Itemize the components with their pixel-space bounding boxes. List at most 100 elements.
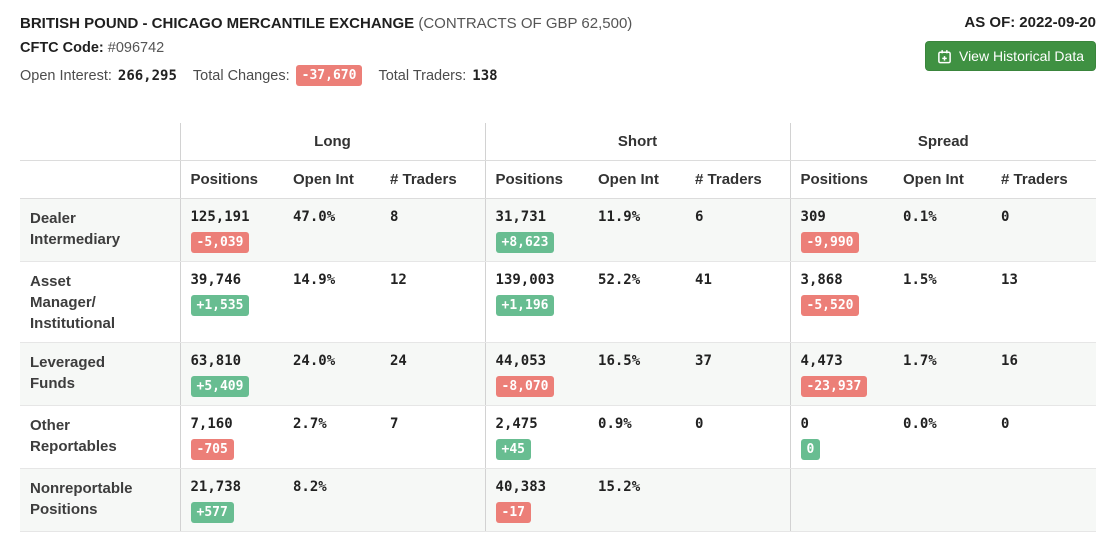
change-badge: -5,039 xyxy=(190,232,250,253)
total-traders-stat: Total Traders: 138 xyxy=(378,68,497,84)
change-badge: -5,520 xyxy=(800,295,860,316)
long-positions-cell: 7,160 -705 xyxy=(179,405,283,469)
table-row-leveraged-funds: Leveraged Funds 63,810 +5,409 24.0% 24 4… xyxy=(20,342,1097,406)
as-of-label: AS OF: xyxy=(964,14,1016,31)
long-traders-cell: 8 xyxy=(380,198,486,262)
open-interest-value: 266,295 xyxy=(117,67,177,84)
total-traders-value: 138 xyxy=(472,67,498,84)
table-row-dealer-intermediary: Dealer Intermediary 125,191 -5,039 47.0%… xyxy=(20,198,1097,262)
change-badge: +8,623 xyxy=(495,232,555,253)
long-positions-cell: 125,191 -5,039 xyxy=(179,198,283,262)
trader-category-label: Leveraged Funds xyxy=(20,342,180,406)
short-open-int-header: Open Int xyxy=(588,160,686,199)
change-badge: +45 xyxy=(495,439,531,460)
short-traders-cell: 41 xyxy=(685,261,791,343)
table-row-asset-manager: Asset Manager/ Institutional 39,746 +1,5… xyxy=(20,261,1097,343)
short-open-int-cell: 16.5% xyxy=(588,342,686,406)
change-badge: 0 xyxy=(800,439,821,460)
short-positions-cell: 139,003 +1,196 xyxy=(484,261,589,343)
spread-traders-cell: 0 xyxy=(991,198,1097,262)
spread-positions-cell: 3,868 -5,520 xyxy=(789,261,894,343)
long-traders-cell: 12 xyxy=(380,261,486,343)
long-positions-header: Positions xyxy=(179,160,283,199)
spread-open-int-cell: 1.5% xyxy=(893,261,992,343)
page-header: BRITISH POUND - CHICAGO MERCANTILE EXCHA… xyxy=(0,0,1108,86)
table-row-other-reportables: Other Reportables 7,160 -705 2.7% 7 2,47… xyxy=(20,405,1097,469)
short-traders-cell: 6 xyxy=(685,198,791,262)
table-row-nonreportable: Nonreportable Positions 21,738 +577 8.2%… xyxy=(20,468,1097,532)
cftc-code-label: CFTC Code: xyxy=(20,40,104,56)
change-badge: -9,990 xyxy=(800,232,860,253)
report-title-line: BRITISH POUND - CHICAGO MERCANTILE EXCHA… xyxy=(20,14,632,33)
as-of-panel: AS OF: 2022-09-20 View Historical Data xyxy=(924,14,1096,86)
group-header-long: Long xyxy=(179,123,486,161)
as-of-date: 2022-09-20 xyxy=(1019,14,1096,31)
short-traders-cell: 0 xyxy=(685,405,791,469)
spread-open-int-cell: 0.0% xyxy=(893,405,992,469)
change-badge: -17 xyxy=(495,502,531,523)
short-open-int-cell: 11.9% xyxy=(588,198,686,262)
spread-traders-cell: 16 xyxy=(991,342,1097,406)
change-badge: +577 xyxy=(190,502,234,523)
long-traders-cell xyxy=(380,468,486,532)
total-changes-stat: Total Changes: -37,670 xyxy=(193,65,363,86)
long-open-int-cell: 2.7% xyxy=(283,405,380,469)
short-traders-header: # Traders xyxy=(685,160,791,199)
change-badge: -8,070 xyxy=(495,376,555,397)
spread-positions-cell xyxy=(789,468,894,532)
total-changes-badge: -37,670 xyxy=(295,65,363,86)
corner-cell xyxy=(20,123,180,161)
change-badge: +1,196 xyxy=(495,295,555,316)
trader-category-label: Nonreportable Positions xyxy=(20,468,180,532)
spread-positions-header: Positions xyxy=(789,160,894,199)
change-badge: -23,937 xyxy=(800,376,868,397)
calendar-plus-icon xyxy=(937,49,952,64)
spread-traders-cell xyxy=(991,468,1097,532)
long-open-int-header: Open Int xyxy=(283,160,380,199)
change-badge: +5,409 xyxy=(190,376,250,397)
short-positions-cell: 31,731 +8,623 xyxy=(484,198,589,262)
total-changes-label: Total Changes: xyxy=(192,67,290,84)
group-header-short: Short xyxy=(484,123,791,161)
long-open-int-cell: 8.2% xyxy=(283,468,380,532)
short-positions-cell: 40,383 -17 xyxy=(484,468,589,532)
long-traders-cell: 24 xyxy=(380,342,486,406)
label-column-header xyxy=(20,160,180,199)
summary-stats-line: Open Interest: 266,295 Total Changes: -3… xyxy=(20,65,632,86)
short-traders-cell xyxy=(685,468,791,532)
long-traders-cell: 7 xyxy=(380,405,486,469)
short-positions-header: Positions xyxy=(484,160,589,199)
view-historical-data-label: View Historical Data xyxy=(958,48,1084,64)
trader-category-label: Asset Manager/ Institutional xyxy=(20,261,180,343)
spread-open-int-cell: 1.7% xyxy=(893,342,992,406)
trader-category-label: Dealer Intermediary xyxy=(20,198,180,262)
view-historical-data-button[interactable]: View Historical Data xyxy=(924,41,1096,71)
trader-category-label: Other Reportables xyxy=(20,405,180,469)
long-positions-cell: 21,738 +577 xyxy=(179,468,283,532)
cot-report-table: Long Short Spread Positions Open Int # T… xyxy=(20,123,1097,532)
spread-positions-cell: 0 0 xyxy=(789,405,894,469)
short-open-int-cell: 15.2% xyxy=(588,468,686,532)
short-positions-cell: 2,475 +45 xyxy=(484,405,589,469)
change-badge: -705 xyxy=(190,439,234,460)
spread-traders-cell: 0 xyxy=(991,405,1097,469)
report-summary: BRITISH POUND - CHICAGO MERCANTILE EXCHA… xyxy=(20,14,632,86)
spread-open-int-cell: 0.1% xyxy=(893,198,992,262)
cftc-code-line: CFTC Code: #096742 xyxy=(20,40,632,56)
column-header-row: Positions Open Int # Traders Positions O… xyxy=(20,160,1097,199)
spread-positions-cell: 4,473 -23,937 xyxy=(789,342,894,406)
cftc-code-value: #096742 xyxy=(107,40,165,56)
as-of-line: AS OF: 2022-09-20 xyxy=(925,14,1096,31)
open-interest-stat: Open Interest: 266,295 xyxy=(20,68,177,84)
long-open-int-cell: 47.0% xyxy=(283,198,380,262)
change-badge: +1,535 xyxy=(190,295,250,316)
spread-positions-cell: 309 -9,990 xyxy=(789,198,894,262)
report-subtitle: (CONTRACTS OF GBP 62,500) xyxy=(418,15,633,32)
spread-open-int-cell xyxy=(893,468,992,532)
long-traders-header: # Traders xyxy=(380,160,486,199)
spread-open-int-header: Open Int xyxy=(893,160,992,199)
total-traders-label: Total Traders: xyxy=(378,67,467,84)
report-title: BRITISH POUND - CHICAGO MERCANTILE EXCHA… xyxy=(20,15,415,32)
long-open-int-cell: 24.0% xyxy=(283,342,380,406)
long-positions-cell: 63,810 +5,409 xyxy=(179,342,283,406)
